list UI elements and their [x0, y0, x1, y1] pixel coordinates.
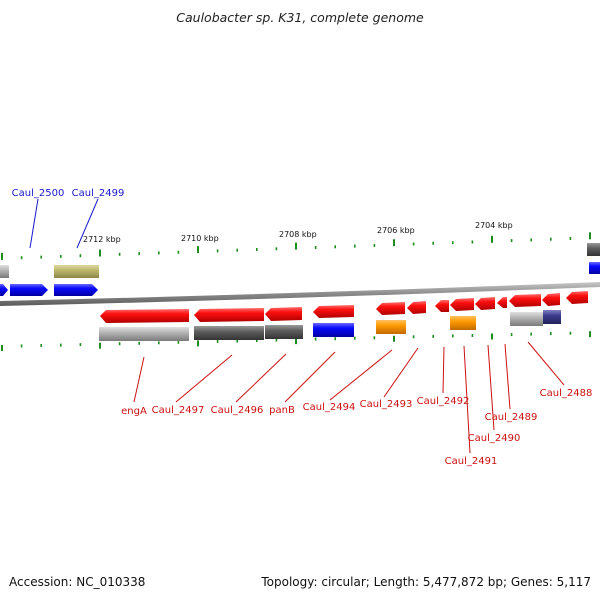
genome-backbone	[0, 282, 600, 306]
gene-grey-left-edge[interactable]	[0, 265, 9, 278]
ruler-label-2706: 2706 kbp	[377, 226, 415, 235]
gene-caul-2493[interactable]	[407, 301, 426, 314]
ruler-label-2708: 2708 kbp	[279, 230, 317, 239]
leader-caul-2493	[383, 347, 419, 398]
gene-caul-2494[interactable]	[376, 302, 405, 315]
label-caul-2492[interactable]: Caul_2492	[417, 396, 470, 407]
gene-caul-2497[interactable]	[194, 308, 264, 322]
label-caul-2494[interactable]: Caul_2494	[303, 402, 356, 413]
leader-caul-2497	[175, 354, 233, 403]
gene-panb[interactable]	[313, 305, 354, 318]
ruler-label-2710: 2710 kbp	[181, 234, 219, 243]
label-caul-2488[interactable]: Caul_2488	[540, 388, 593, 399]
leader-caul-2489	[504, 343, 511, 410]
gene-blue-right-edge[interactable]	[589, 262, 600, 274]
gene-enga-grey[interactable]	[99, 327, 189, 341]
leader-caul-2496	[235, 353, 287, 403]
label-caul-2493[interactable]: Caul_2493	[360, 399, 413, 410]
leader-caul-2499	[76, 198, 99, 249]
gene-red-right-b[interactable]	[566, 291, 588, 304]
leader-enga	[133, 356, 145, 403]
gene-caul-2488[interactable]	[509, 294, 541, 307]
leader-panb	[284, 351, 336, 403]
gene-caul-2494-orange[interactable]	[376, 320, 406, 334]
ruler-labels: 2712 kbp 2710 kbp 2708 kbp 2706 kbp 2704…	[83, 221, 513, 244]
gene-caul-2488-purple[interactable]	[543, 310, 561, 324]
gene-panb-blue[interactable]	[313, 323, 354, 337]
gene-caul-2500[interactable]	[10, 284, 48, 296]
ruler-label-2712: 2712 kbp	[83, 235, 121, 244]
gene-caul-2488-grey[interactable]	[510, 312, 543, 326]
gene-caul-2496[interactable]	[265, 307, 302, 321]
reverse-strand-genes	[99, 291, 588, 341]
gene-caul-2499-olive[interactable]	[54, 265, 99, 278]
label-caul-2489[interactable]: Caul_2489	[485, 412, 538, 423]
gene-caul-2491[interactable]	[450, 298, 474, 311]
forward-labels: Caul_2500 Caul_2499	[12, 188, 125, 249]
map-title: Caulobacter sp. K31, complete genome	[176, 10, 424, 25]
label-caul-2499[interactable]: Caul_2499	[72, 188, 125, 199]
leader-caul-2494	[329, 349, 393, 401]
inner-tick-row	[1, 331, 591, 351]
leader-caul-2490	[487, 344, 495, 431]
gene-grey-right-edge[interactable]	[587, 243, 600, 256]
ruler-label-2704: 2704 kbp	[475, 221, 513, 230]
label-caul-2490[interactable]: Caul_2490	[468, 433, 521, 444]
leader-caul-2500	[29, 198, 39, 249]
gene-caul-2492[interactable]	[435, 300, 449, 312]
reverse-labels: engA Caul_2497 Caul_2496 panB Caul_2494 …	[121, 341, 593, 467]
gene-caul-2497-grey[interactable]	[194, 326, 264, 340]
label-caul-2491[interactable]: Caul_2491	[445, 456, 498, 467]
gene-caul-2499[interactable]	[54, 284, 98, 296]
leader-caul-2491	[463, 345, 471, 454]
leader-caul-2492	[442, 346, 445, 394]
label-panb[interactable]: panB	[269, 405, 295, 416]
gene-caul-2496-grey[interactable]	[265, 325, 303, 339]
accession-text: Accession: NC_010338	[9, 575, 145, 589]
label-caul-2497[interactable]: Caul_2497	[152, 405, 205, 416]
gene-caul-2490[interactable]	[475, 297, 495, 310]
forward-strand-genes	[0, 243, 600, 296]
label-caul-2500[interactable]: Caul_2500	[12, 188, 65, 199]
leader-caul-2488	[527, 341, 565, 386]
label-caul-2496[interactable]: Caul_2496	[211, 405, 264, 416]
label-enga[interactable]: engA	[121, 406, 147, 417]
outer-tick-row	[1, 232, 591, 260]
gene-blue-left-edge[interactable]	[0, 284, 8, 296]
genome-summary-text: Topology: circular; Length: 5,477,872 bp…	[260, 575, 591, 589]
gene-enga[interactable]	[100, 309, 189, 323]
gene-red-right-a[interactable]	[542, 293, 560, 306]
gene-caul-2491-orange[interactable]	[450, 316, 476, 330]
gene-caul-2489[interactable]	[497, 297, 507, 308]
